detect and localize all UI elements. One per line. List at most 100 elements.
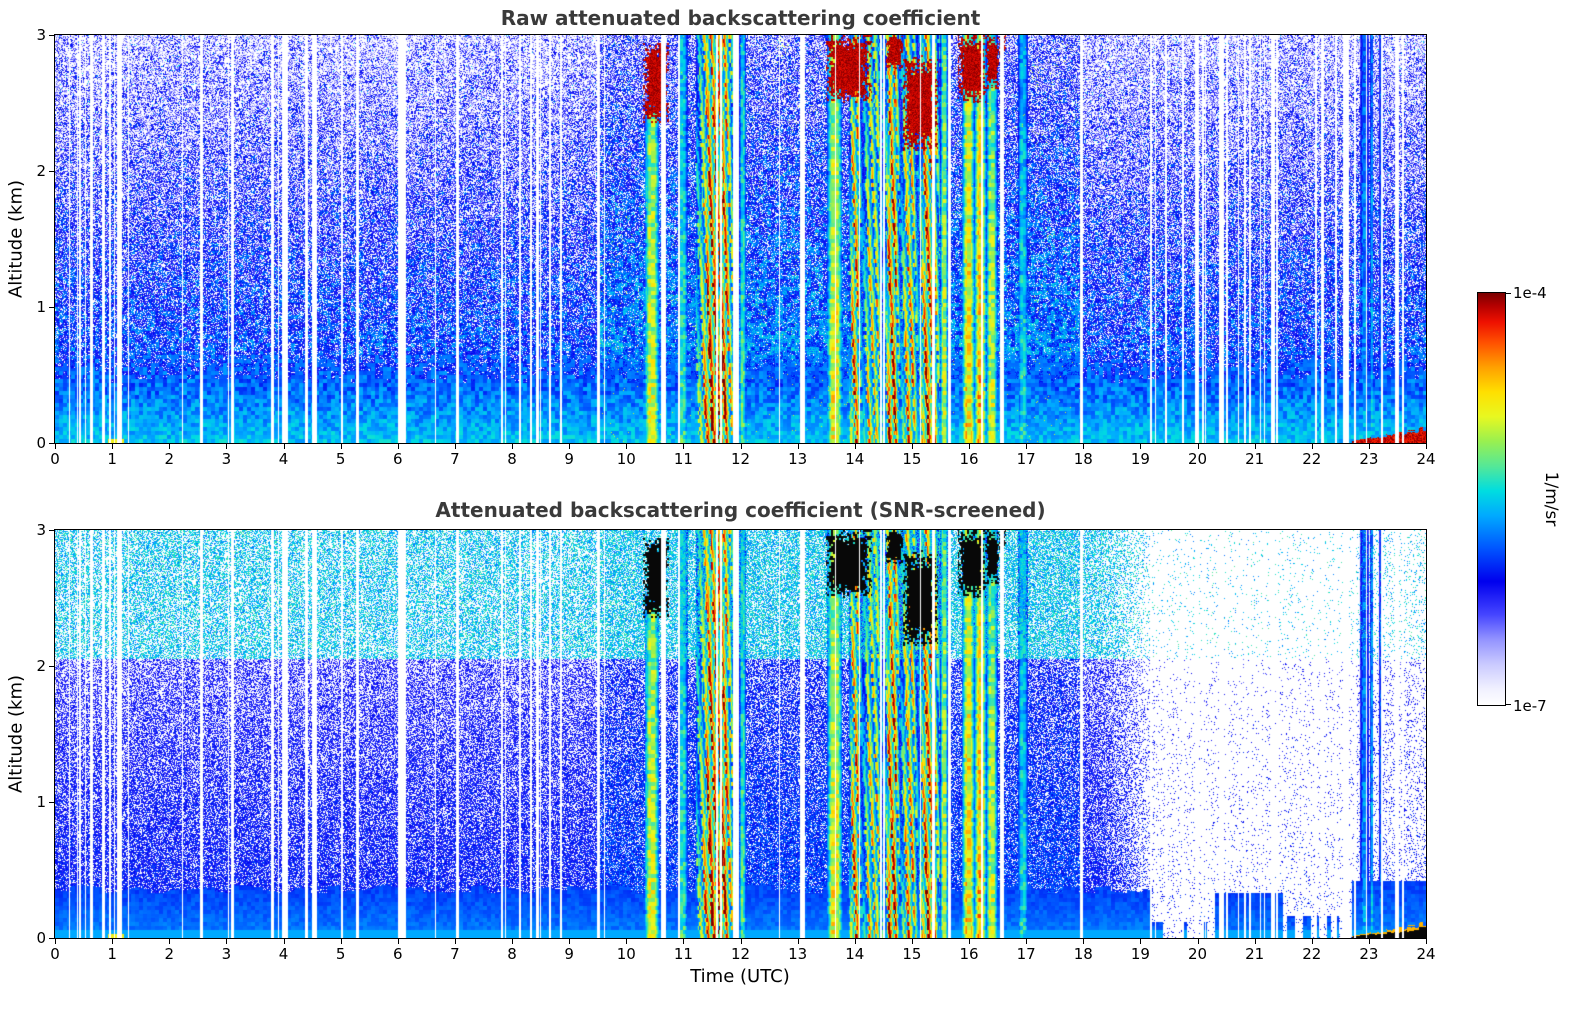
x-tick-mark	[340, 939, 342, 944]
y-tick-label: 2	[36, 162, 46, 180]
x-tick-mark	[797, 939, 799, 944]
x-tick-label: 14	[845, 450, 865, 468]
x-tick-mark	[226, 939, 228, 944]
x-tick-label: 17	[1016, 945, 1036, 963]
x-tick-mark	[969, 444, 970, 449]
x-tick-label: 0	[50, 945, 60, 963]
x-tick-mark	[340, 444, 342, 449]
colorbar-tick-mark	[1506, 293, 1511, 294]
x-tick-label: 14	[845, 945, 865, 963]
x-tick-mark	[1197, 939, 1199, 944]
x-tick-mark	[112, 444, 114, 449]
x-tick-mark	[626, 444, 628, 449]
x-tick-label: 22	[1302, 945, 1322, 963]
x-tick-label: 2	[164, 450, 175, 468]
x-tick-mark	[854, 939, 856, 944]
y-tick-mark	[49, 35, 54, 36]
y-tick-mark	[49, 530, 54, 531]
x-tick-mark	[283, 444, 285, 449]
x-tick-mark	[112, 939, 114, 944]
x-tick-label: 3	[221, 945, 232, 963]
x-tick-label: 4	[278, 945, 289, 963]
x-tick-label: 6	[392, 945, 403, 963]
x-tick-label: 19	[1130, 945, 1150, 963]
x-tick-label: 9	[564, 945, 574, 963]
x-tick-mark	[1311, 444, 1313, 449]
x-tick-label: 24	[1416, 450, 1436, 468]
x-tick-label: 8	[507, 945, 517, 963]
x-tick-label: 7	[450, 450, 460, 468]
x-tick-mark	[569, 939, 571, 944]
x-tick-mark	[397, 939, 399, 944]
x-tick-mark	[454, 939, 456, 944]
x-tick-mark	[1254, 444, 1256, 449]
x-tick-mark	[454, 444, 456, 449]
x-tick-label: 12	[730, 450, 751, 468]
x-tick-label: 20	[1187, 450, 1208, 468]
x-tick-label: 2	[164, 945, 175, 963]
x-tick-mark	[169, 939, 171, 944]
raw-heatmap	[55, 35, 1426, 443]
x-tick-mark	[1368, 939, 1370, 944]
y-tick-label: 0	[36, 929, 46, 947]
y-tick-mark	[49, 666, 54, 667]
colorbar-gradient	[1478, 293, 1505, 705]
x-tick-mark	[1083, 444, 1085, 449]
x-tick-mark	[1254, 939, 1256, 944]
screened-y-axis-label: Altitude (km)	[5, 674, 27, 794]
y-tick-label: 1	[36, 793, 46, 811]
colorbar-min-label: 1e-7	[1513, 697, 1547, 715]
x-tick-label: 15	[902, 450, 922, 468]
x-tick-label: 7	[450, 945, 460, 963]
x-tick-mark	[683, 939, 685, 944]
x-tick-mark	[226, 444, 228, 449]
x-tick-label: 17	[1016, 450, 1036, 468]
x-tick-label: 4	[278, 450, 289, 468]
x-tick-mark	[569, 444, 571, 449]
x-tick-mark	[740, 939, 742, 944]
colorbar	[1477, 292, 1506, 706]
y-tick-label: 2	[36, 657, 46, 675]
y-tick-label: 3	[36, 26, 46, 44]
x-tick-mark	[740, 444, 742, 449]
x-tick-mark	[283, 939, 285, 944]
x-tick-mark	[1197, 444, 1199, 449]
x-tick-label: 9	[564, 450, 574, 468]
colorbar-max-label: 1e-4	[1513, 284, 1547, 302]
x-tick-label: 11	[673, 450, 693, 468]
x-tick-label: 3	[221, 450, 232, 468]
x-tick-label: 13	[788, 945, 808, 963]
x-tick-mark	[626, 939, 628, 944]
x-tick-label: 5	[335, 450, 346, 468]
x-tick-label: 19	[1130, 450, 1150, 468]
x-tick-mark	[1426, 444, 1427, 449]
x-tick-label: 22	[1302, 450, 1322, 468]
x-tick-mark	[55, 444, 56, 449]
x-tick-mark	[397, 444, 399, 449]
x-tick-mark	[1426, 939, 1427, 944]
x-tick-label: 16	[959, 945, 979, 963]
x-tick-mark	[1140, 444, 1142, 449]
x-tick-label: 12	[730, 945, 751, 963]
x-tick-mark	[1368, 444, 1370, 449]
x-tick-label: 21	[1245, 945, 1265, 963]
y-tick-label: 1	[36, 298, 46, 316]
x-tick-mark	[1026, 939, 1028, 944]
x-tick-label: 21	[1245, 450, 1265, 468]
x-tick-label: 6	[392, 450, 403, 468]
x-tick-mark	[683, 444, 685, 449]
x-tick-label: 23	[1359, 945, 1379, 963]
y-tick-label: 0	[36, 434, 46, 452]
colorbar-tick-mark	[1506, 704, 1511, 705]
raw-panel-title: Raw attenuated backscattering coefficien…	[500, 6, 981, 30]
x-tick-label: 18	[1073, 945, 1093, 963]
screened-heatmap	[55, 530, 1426, 938]
x-tick-label: 20	[1187, 945, 1208, 963]
x-tick-mark	[169, 444, 171, 449]
x-tick-mark	[512, 444, 513, 449]
x-tick-label: 1	[107, 450, 117, 468]
colorbar-unit-label: 1/m/sr	[1541, 471, 1561, 527]
x-tick-label: 13	[788, 450, 808, 468]
x-tick-mark	[1311, 939, 1313, 944]
x-tick-label: 1	[107, 945, 117, 963]
